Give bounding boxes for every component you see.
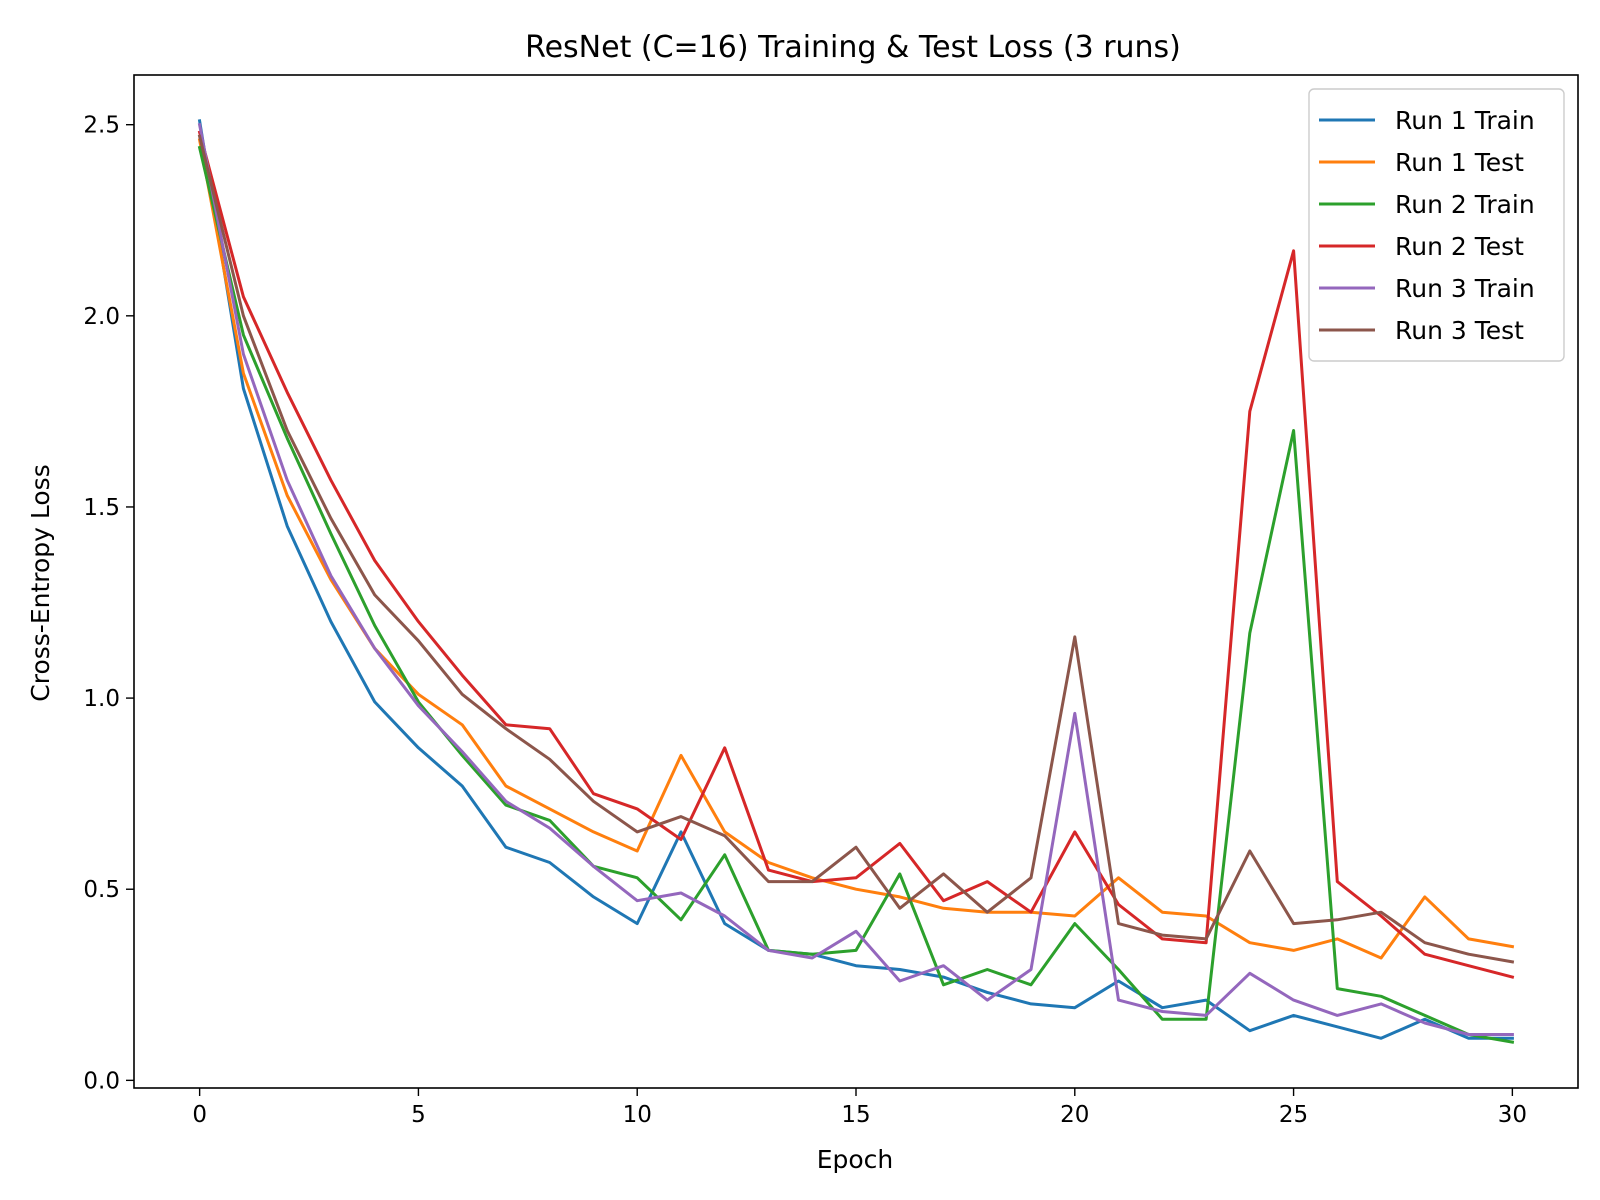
- series-line-run-1-train: [197, 119, 1514, 1040]
- series-line-run-1-test: [197, 138, 1515, 960]
- x-tick-label: 0: [192, 1102, 207, 1128]
- x-tick-label: 5: [411, 1102, 426, 1128]
- legend-label: Run 2 Test: [1395, 232, 1524, 261]
- legend-label: Run 3 Test: [1395, 316, 1524, 345]
- y-tick-label: 1.5: [83, 495, 120, 521]
- legend-label: Run 3 Train: [1395, 274, 1535, 303]
- x-tick-label: 20: [1060, 1102, 1089, 1128]
- series-lines: [197, 119, 1515, 1044]
- x-axis-label: Epoch: [817, 1145, 894, 1174]
- y-axis-label: Cross-Entropy Loss: [26, 464, 55, 701]
- legend-box: [1308, 88, 1565, 362]
- series-line-run-3-train: [197, 122, 1514, 1036]
- x-tick-label: 30: [1498, 1102, 1527, 1128]
- y-tick-label: 0.0: [83, 1068, 120, 1094]
- x-tick-label: 25: [1279, 1102, 1308, 1128]
- series-line-run-2-train: [197, 145, 1515, 1044]
- x-tick-label: 15: [841, 1102, 870, 1128]
- legend: Run 1 Train Run 1 Test Run 2 Train Run 2 Te…: [1308, 88, 1565, 362]
- y-tick-label: 1.0: [83, 686, 120, 712]
- series-line-run-3-test: [197, 134, 1515, 964]
- chart-title: ResNet (C=16) Training & Test Loss (3 ru…: [525, 30, 1181, 65]
- x-tick-label: 10: [623, 1102, 652, 1128]
- legend-label: Run 2 Train: [1395, 190, 1535, 219]
- y-tick-label: 2.0: [83, 304, 120, 330]
- legend-label: Run 1 Test: [1395, 148, 1524, 177]
- y-tick-label: 2.5: [83, 113, 120, 139]
- series-line-run-2-test: [197, 130, 1515, 979]
- y-tick-label: 0.5: [83, 877, 120, 903]
- x-axis: 0 5 10 15 20 25 30: [192, 1088, 1527, 1128]
- y-axis: 0.0 0.5 1.0 1.5 2.0 2.5: [83, 113, 134, 1094]
- legend-label: Run 1 Train: [1395, 106, 1535, 135]
